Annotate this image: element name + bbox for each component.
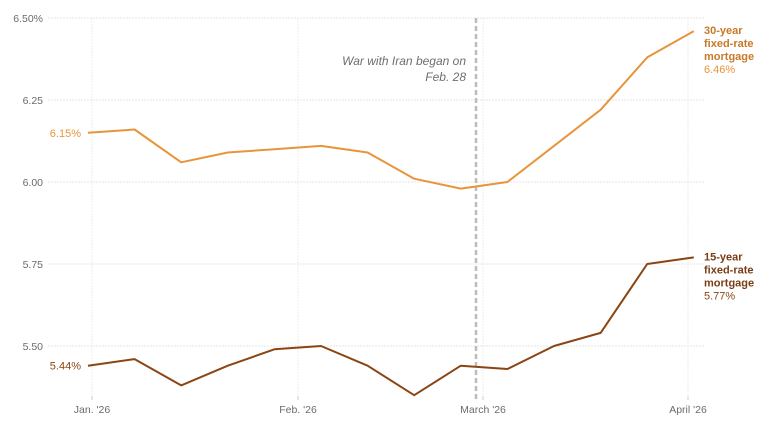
series-15-year-line xyxy=(87,256,694,397)
x-tick-label: March '26 xyxy=(460,404,506,416)
series-end-value: 5.77% xyxy=(704,290,735,302)
series-start-label: 5.44% xyxy=(50,361,81,373)
y-tick-label: 6.50% xyxy=(13,13,43,25)
event-annotation-line2: Feb. 28 xyxy=(425,70,466,84)
series-start-label: 6.15% xyxy=(50,128,81,140)
event-annotation-line1: War with Iran began on xyxy=(342,54,466,68)
series-labels: 6.15%30-yearfixed-ratemortgage6.46%5.44%… xyxy=(50,25,754,373)
series-lines xyxy=(87,30,695,397)
series-end-title: 30-year xyxy=(704,25,743,37)
series-end-title: fixed-rate xyxy=(704,38,754,50)
x-tick-label: April '26 xyxy=(669,404,707,416)
gridlines xyxy=(48,17,704,400)
series-end-title: mortgage xyxy=(704,277,754,289)
series-end-title: fixed-rate xyxy=(704,264,754,276)
x-axis: Jan. '26 Feb. '26 March '26 April '26 xyxy=(74,396,707,416)
series-end-value: 6.46% xyxy=(704,64,735,76)
y-axis: 6.50% 6.25 6.00 5.75 5.50 xyxy=(13,13,43,353)
x-tick-label: Feb. '26 xyxy=(279,404,317,416)
y-tick-label: 5.75 xyxy=(23,259,44,271)
series-end-title: 15-year xyxy=(704,251,743,263)
x-tick-label: Jan. '26 xyxy=(74,404,111,416)
y-tick-label: 5.50 xyxy=(23,341,44,353)
war-event-marker: War with Iran began on Feb. 28 xyxy=(342,18,478,402)
y-tick-label: 6.00 xyxy=(23,177,44,189)
y-tick-label: 6.25 xyxy=(23,95,44,107)
series-end-title: mortgage xyxy=(704,51,754,63)
series-30-year-line xyxy=(87,30,695,190)
